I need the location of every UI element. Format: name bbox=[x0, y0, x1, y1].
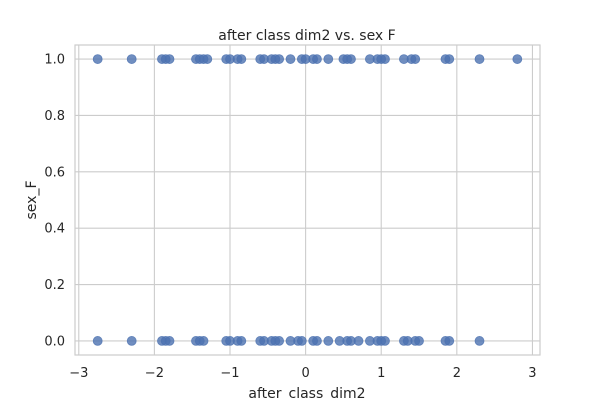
x-tick-label: 1 bbox=[377, 366, 385, 381]
data-point bbox=[380, 54, 390, 64]
data-point bbox=[126, 336, 137, 346]
chart-title: after class dim2 vs. sex F bbox=[218, 28, 395, 44]
y-tick-label: 0.8 bbox=[44, 109, 65, 124]
data-point bbox=[444, 336, 455, 346]
data-point bbox=[164, 336, 175, 346]
data-point bbox=[346, 54, 356, 64]
data-point bbox=[274, 336, 285, 346]
y-tick-label: 0.2 bbox=[44, 278, 65, 293]
y-tick-label: 0.0 bbox=[44, 334, 65, 349]
data-point bbox=[312, 54, 322, 64]
data-point bbox=[236, 336, 247, 346]
x-tick-label: 3 bbox=[528, 366, 536, 381]
data-point bbox=[474, 54, 485, 64]
y-tick-labels: 0.0 0.2 0.4 0.6 0.8 1.0 bbox=[44, 53, 65, 350]
y-axis-label: sex_F bbox=[24, 181, 40, 220]
data-point bbox=[312, 336, 322, 346]
data-point bbox=[380, 336, 390, 346]
data-point bbox=[236, 54, 247, 64]
data-point bbox=[474, 336, 485, 346]
y-tick-label: 1.0 bbox=[44, 53, 65, 68]
x-tick-labels: −3 −2 −1 0 1 2 3 bbox=[69, 366, 536, 381]
data-point bbox=[323, 336, 334, 346]
x-tick-label: −2 bbox=[145, 366, 164, 381]
plot-frame bbox=[74, 44, 541, 356]
data-point bbox=[414, 336, 424, 346]
data-point bbox=[198, 336, 209, 346]
data-point bbox=[323, 54, 334, 64]
data-point bbox=[285, 54, 296, 64]
grid bbox=[75, 45, 540, 355]
data-points bbox=[92, 54, 523, 346]
x-tick-label: −3 bbox=[69, 366, 88, 381]
x-tick-label: 0 bbox=[301, 366, 309, 381]
data-point bbox=[296, 336, 307, 346]
y-tick-label: 0.6 bbox=[44, 165, 65, 180]
data-point bbox=[444, 54, 455, 64]
x-tick-label: 2 bbox=[453, 366, 461, 381]
data-point bbox=[410, 54, 421, 64]
data-point bbox=[92, 54, 103, 64]
data-point bbox=[126, 54, 137, 64]
data-point bbox=[202, 54, 213, 64]
x-axis-label: after_class_dim2 bbox=[248, 386, 365, 400]
data-point bbox=[92, 336, 103, 346]
data-point bbox=[164, 54, 175, 64]
x-tick-label: −1 bbox=[220, 366, 239, 381]
y-tick-label: 0.4 bbox=[44, 222, 65, 237]
data-point bbox=[353, 336, 364, 346]
data-point bbox=[512, 54, 523, 64]
data-point bbox=[274, 54, 285, 64]
